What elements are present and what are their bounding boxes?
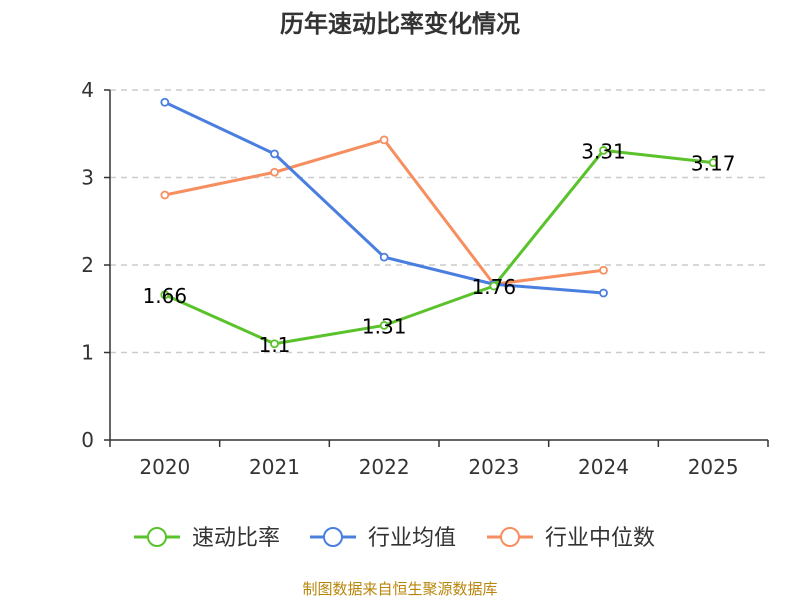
series-0-point-2021 xyxy=(270,339,279,349)
legend-marker-icon-1 xyxy=(323,527,343,547)
x-tick-label-2021: 2021 xyxy=(249,455,300,479)
y-tick-label-4: 4 xyxy=(81,78,94,102)
series-1-point-2022 xyxy=(379,252,389,262)
series-0-point-2020 xyxy=(160,290,170,300)
y-tick-label-3: 3 xyxy=(81,166,94,190)
series-0-point-2023 xyxy=(489,281,499,291)
source-footer: 制图数据来自恒生聚源数据库 xyxy=(302,580,498,598)
axes: 0 1 2 3 4 2020 2021 2022 2023 2024 2025 xyxy=(81,78,769,479)
series-1-point-2020 xyxy=(160,97,170,107)
series-2-point-2021 xyxy=(270,167,279,177)
x-tick-label-2022: 2022 xyxy=(359,455,410,479)
series-lines xyxy=(160,97,718,349)
data-label-2020: 1.66 xyxy=(143,284,188,308)
legend-item-0[interactable]: 速动比率 xyxy=(134,526,280,551)
legend-item-1[interactable]: 行业均值 xyxy=(310,526,456,551)
data-label-2025: 3.17 xyxy=(691,152,736,176)
legend-marker-icon-2 xyxy=(500,527,520,547)
series-line-0 xyxy=(164,148,714,346)
y-tick-label-0: 0 xyxy=(81,428,94,452)
y-tick-label-1: 1 xyxy=(81,341,94,365)
data-label-2024: 3.31 xyxy=(581,139,626,163)
series-2-point-2022 xyxy=(379,135,389,145)
series-0-point-2024 xyxy=(599,145,608,155)
series-1-point-2021 xyxy=(270,149,279,159)
series-1-point-2024 xyxy=(599,288,608,298)
legend-marker-icon-0 xyxy=(147,527,167,547)
x-tick-label-2020: 2020 xyxy=(139,455,190,479)
chart-title: 历年速动比率变化情况 xyxy=(280,10,520,38)
legend-label-0: 速动比率 xyxy=(192,526,280,551)
series-0-point-2025 xyxy=(708,158,718,168)
series-line-2 xyxy=(164,138,604,286)
x-tick-label-2023: 2023 xyxy=(468,455,519,479)
data-labels: 1.66 1.1 1.31 1.76 3.31 3.17 xyxy=(143,139,736,356)
data-label-2022: 1.31 xyxy=(362,314,407,338)
legend[interactable]: 速动比率 行业均值 行业中位数 xyxy=(134,526,655,551)
series-2-point-2024 xyxy=(599,265,608,275)
legend-label-2: 行业中位数 xyxy=(545,526,655,551)
x-tick-label-2024: 2024 xyxy=(578,455,629,479)
series-0-point-2022 xyxy=(379,320,389,330)
series-2-point-2020 xyxy=(160,190,170,200)
legend-label-1: 行业均值 xyxy=(368,526,456,551)
data-label-2021: 1.1 xyxy=(259,333,291,357)
data-label-2023: 1.76 xyxy=(472,275,517,299)
y-tick-label-2: 2 xyxy=(81,253,94,277)
series-line-1 xyxy=(164,100,604,295)
x-tick-label-2025: 2025 xyxy=(688,455,739,479)
legend-item-2[interactable]: 行业中位数 xyxy=(487,526,655,551)
